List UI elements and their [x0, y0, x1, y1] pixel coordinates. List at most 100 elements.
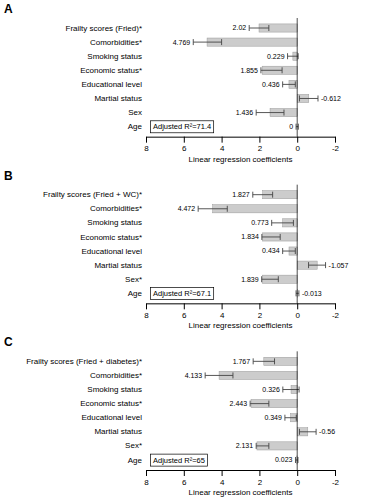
y-tick-label: Martial status — [94, 261, 142, 270]
x-tick: 4 — [220, 137, 225, 154]
x-tick-mark — [335, 137, 336, 143]
x-tick-mark — [297, 303, 298, 309]
data-label: 0 — [289, 123, 293, 130]
x-tick-label: 0 — [295, 311, 300, 320]
data-label: 1.436 — [236, 109, 254, 116]
x-tick-label: 8 — [144, 478, 149, 487]
y-tick-label: Smoking status — [87, 52, 142, 61]
annotation: Adjusted R²=65 — [151, 454, 208, 466]
data-label: 1.767 — [233, 358, 251, 365]
x-tick-mark — [335, 303, 336, 309]
error-bar-cap — [299, 95, 300, 101]
y-tick-label: Comorbidities* — [90, 204, 142, 213]
error-bar — [285, 415, 296, 421]
y-tick-label: Economic status* — [80, 399, 142, 408]
data-label: 1.827 — [232, 191, 250, 198]
x-tick: 8 — [144, 470, 149, 487]
x-tick-label: -2 — [332, 144, 340, 153]
plot-area: 86420-2Frailty scores (Fried + WC)*Comor… — [43, 185, 348, 320]
y-tick: Smoking status — [87, 218, 142, 227]
error-bar-line — [283, 389, 299, 390]
panel-title: C — [4, 335, 13, 349]
error-bar-cap — [282, 81, 283, 87]
error-bar-cap — [325, 262, 326, 268]
error-bar — [309, 262, 326, 268]
y-axis: Frailty scores (Fried + WC)*Comorbiditie… — [43, 190, 142, 298]
x-tick-label: 6 — [182, 311, 187, 320]
x-tick: 6 — [182, 470, 187, 487]
error-bar — [283, 81, 296, 87]
y-tick-label: Smoking status — [87, 218, 142, 227]
y-tick-label: Educational level — [82, 80, 143, 89]
error-bar-cap — [256, 443, 257, 449]
data-label: -0.013 — [302, 290, 322, 297]
y-tick: Economic status* — [80, 233, 142, 242]
annotation: Adjusted R²=67.1 — [151, 287, 214, 299]
bar — [263, 233, 298, 241]
panel: 86420-2Frailty scores (Fried + diabetes)… — [4, 335, 340, 497]
y-tick-label: Economic status* — [80, 233, 142, 242]
x-tick-mark — [259, 137, 260, 143]
y-tick-label: Educational level — [82, 247, 143, 256]
error-bar-line — [256, 445, 269, 446]
error-bar-cap — [260, 67, 261, 73]
error-bar-cap — [227, 206, 228, 212]
data-label: 4.769 — [173, 39, 191, 46]
data-label: -1.057 — [329, 262, 349, 269]
data-labels: 2.024.7690.2291.8550.436-0.6121.4360 — [173, 24, 341, 130]
error-bar-line — [262, 279, 279, 280]
data-labels: 1.7674.1330.3262.4430.349-0.562.1310.023 — [185, 358, 336, 464]
x-tick-label: 4 — [220, 478, 225, 487]
x-tick-mark — [297, 470, 298, 476]
error-bar-cap — [198, 206, 199, 212]
error-bar — [288, 53, 299, 59]
error-bar — [262, 276, 279, 282]
error-bar-cap — [261, 276, 262, 282]
x-tick: -2 — [332, 303, 340, 320]
error-bar-cap — [295, 81, 296, 87]
error-bar-cap — [261, 234, 262, 240]
x-tick-label: 4 — [220, 144, 225, 153]
y-tick: Frailty scores (Fried)* — [66, 24, 142, 33]
data-label: -0.612 — [321, 95, 341, 102]
x-axis-title: Linear regression coefficients — [189, 321, 293, 330]
x-tick-label: 2 — [258, 478, 263, 487]
panel-title: A — [4, 2, 13, 16]
error-bar — [272, 220, 294, 226]
error-bar-cap — [268, 443, 269, 449]
y-tick-label: Frailty scores (Fried + diabetes)* — [26, 357, 142, 366]
error-bar — [299, 429, 316, 435]
y-tick: Economic status* — [80, 66, 142, 75]
error-bar — [253, 358, 274, 364]
error-bar-cap — [274, 358, 275, 364]
x-tick-mark — [146, 137, 147, 143]
bar — [257, 442, 297, 450]
data-label: 0.436 — [262, 81, 280, 88]
x-tick-label: -2 — [332, 311, 340, 320]
error-bar-cap — [297, 457, 298, 463]
error-bar-line — [283, 84, 296, 85]
marks — [205, 357, 316, 464]
data-label: 1.839 — [241, 276, 259, 283]
x-tick: 8 — [144, 137, 149, 154]
error-bar-cap — [256, 110, 257, 116]
error-bar — [262, 234, 280, 240]
error-bar-cap — [282, 248, 283, 254]
y-tick: Educational level — [82, 80, 143, 89]
data-label: 2.443 — [230, 400, 248, 407]
error-bar — [250, 401, 269, 407]
y-tick-label: Sex — [128, 108, 142, 117]
error-bar-line — [205, 375, 233, 376]
zero-line — [297, 185, 298, 304]
y-tick-label: Sex* — [125, 275, 142, 284]
data-label: 0.326 — [262, 386, 280, 393]
panel: 86420-2Frailty scores (Fried)*Comorbidit… — [4, 2, 341, 164]
data-label: 0.023 — [275, 456, 293, 463]
data-label: 1.855 — [240, 67, 258, 74]
y-tick: Economic status* — [80, 399, 142, 408]
error-bar-line — [193, 42, 221, 43]
error-bar-line — [283, 251, 296, 252]
error-bar-line — [253, 361, 274, 362]
annotation-box — [151, 454, 208, 466]
panel: 86420-2Frailty scores (Fried + WC)*Comor… — [4, 169, 349, 331]
